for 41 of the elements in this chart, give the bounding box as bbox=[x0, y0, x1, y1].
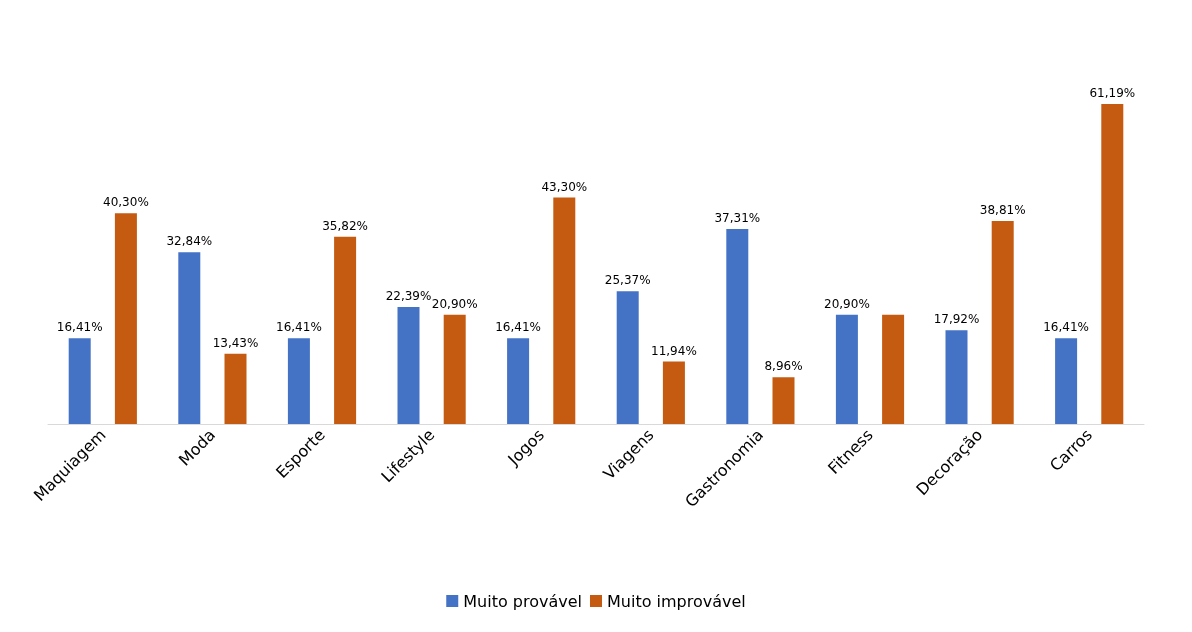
data-label: 37,31% bbox=[714, 210, 761, 225]
data-label: 25,37% bbox=[604, 273, 651, 288]
data-label: 11,94% bbox=[651, 343, 697, 358]
legend-label: Muito provável bbox=[463, 591, 582, 611]
bar bbox=[397, 306, 420, 424]
bar bbox=[553, 197, 576, 424]
data-label: 20,90% bbox=[824, 296, 870, 311]
data-label: 22,39% bbox=[385, 288, 432, 303]
bar bbox=[1101, 104, 1124, 424]
bar bbox=[726, 228, 749, 424]
data-label: 38,81% bbox=[979, 203, 1026, 218]
data-label: 20,90% bbox=[431, 296, 478, 311]
data-label: 16,41% bbox=[276, 320, 322, 335]
data-label: 16,41% bbox=[495, 320, 541, 335]
data-label: 32,84% bbox=[166, 234, 213, 249]
data-label: 61,19% bbox=[1089, 86, 1136, 101]
bar bbox=[945, 330, 968, 424]
legend-label: Muito improvável bbox=[606, 591, 746, 611]
data-label: 17,92% bbox=[933, 312, 980, 327]
data-label: 16,41% bbox=[56, 320, 103, 335]
bar bbox=[68, 338, 91, 424]
bar bbox=[443, 314, 466, 424]
bar bbox=[287, 338, 310, 424]
bar bbox=[224, 353, 247, 424]
bar bbox=[662, 361, 685, 424]
bar bbox=[507, 338, 530, 424]
data-label: 13,43% bbox=[212, 335, 259, 350]
bar bbox=[616, 291, 639, 424]
bar bbox=[334, 236, 357, 424]
data-label: 35,82% bbox=[322, 218, 368, 233]
bar bbox=[114, 213, 137, 424]
bar bbox=[835, 314, 858, 424]
data-label: 8,96% bbox=[764, 359, 803, 374]
bar bbox=[772, 377, 795, 424]
data-label: 40,30% bbox=[103, 195, 149, 210]
bar bbox=[1055, 338, 1078, 424]
bar bbox=[178, 252, 201, 424]
bar bbox=[991, 221, 1014, 424]
bar bbox=[882, 314, 905, 424]
data-label: 16,41% bbox=[1043, 320, 1089, 335]
data-label: 43,30% bbox=[541, 179, 588, 194]
